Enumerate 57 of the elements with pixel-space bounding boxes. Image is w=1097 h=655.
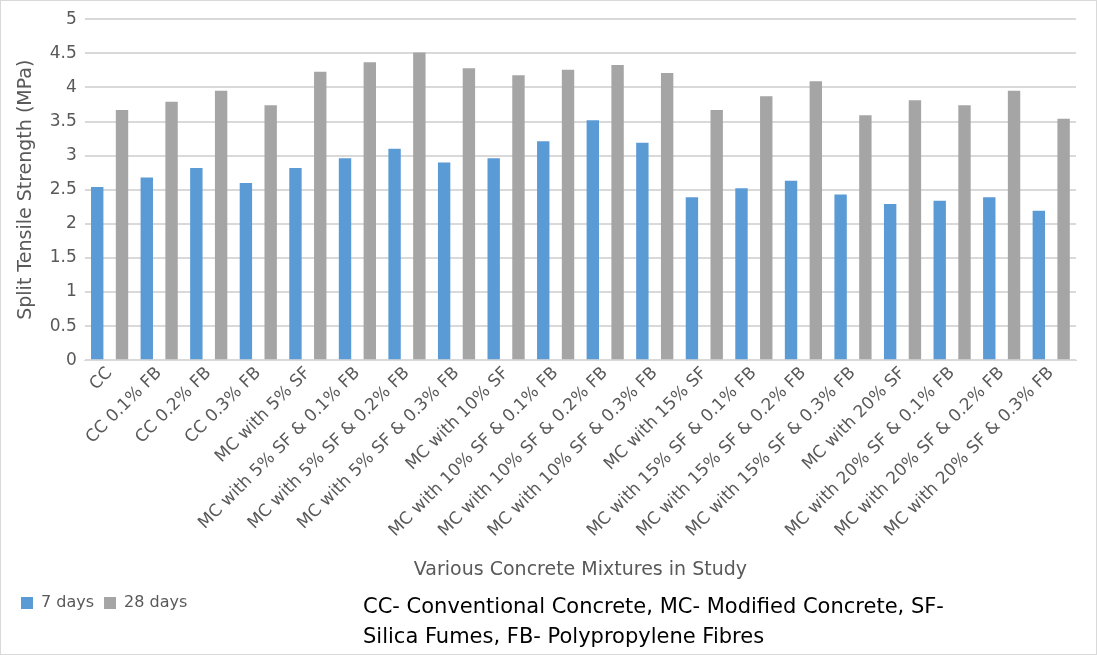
bar — [140, 177, 153, 360]
y-axis-title: Split Tensile Strength (MPa) — [13, 59, 36, 320]
bar — [611, 64, 624, 360]
bar — [289, 167, 302, 360]
bar — [561, 69, 575, 360]
y-tick-label: 5 — [66, 7, 77, 28]
bar — [437, 162, 451, 360]
y-tick-label: 3.5 — [49, 109, 77, 130]
bar — [958, 105, 971, 360]
bar — [388, 148, 401, 360]
bar — [636, 142, 649, 360]
bar — [91, 186, 104, 360]
bar — [314, 71, 327, 360]
bar — [165, 101, 178, 360]
legend-label: 7 days — [41, 592, 95, 612]
y-tick-label: 0.5 — [49, 314, 77, 335]
bar — [338, 158, 352, 360]
bar — [1007, 90, 1021, 360]
bar — [1057, 118, 1070, 360]
y-tick-label: 0 — [66, 348, 77, 369]
bar — [933, 200, 946, 360]
bar — [512, 75, 525, 360]
x-tick-label: CC — [84, 362, 116, 394]
bar — [363, 62, 376, 360]
y-tick-label: 1 — [66, 280, 77, 301]
y-tick-label: 3 — [66, 144, 77, 165]
bar — [190, 167, 203, 360]
bar — [834, 194, 847, 360]
bar — [462, 68, 476, 360]
text: CC- Conventional Concrete, MC- Modified Concrete, SF- Silica Fumes, FB- Polypropylene Fibres — [363, 593, 945, 650]
bar — [760, 96, 773, 360]
y-tick-label: 1.5 — [49, 246, 77, 267]
bar — [685, 197, 699, 360]
bar — [710, 109, 723, 360]
bar — [1032, 210, 1046, 360]
bar — [660, 73, 674, 360]
y-tick-label: 4 — [66, 75, 77, 96]
bar — [859, 115, 872, 360]
bar — [883, 204, 897, 360]
y-tick-label: 4.5 — [49, 41, 77, 62]
bar — [586, 120, 599, 360]
bar — [413, 52, 426, 360]
bar — [239, 182, 253, 360]
bar — [537, 141, 550, 360]
bar — [735, 188, 748, 360]
bar — [487, 158, 500, 360]
bar — [983, 197, 996, 360]
bar — [908, 100, 922, 360]
bar — [264, 105, 277, 360]
x-axis-title: Various Concrete Mixtures in Study — [413, 556, 747, 579]
y-tick-label: 2.5 — [49, 178, 77, 199]
bar — [784, 180, 798, 360]
bar — [214, 90, 228, 360]
bar — [809, 81, 823, 360]
y-tick-label: 2 — [66, 212, 77, 233]
bar — [115, 109, 129, 360]
legend-label: 28 days — [124, 592, 188, 612]
